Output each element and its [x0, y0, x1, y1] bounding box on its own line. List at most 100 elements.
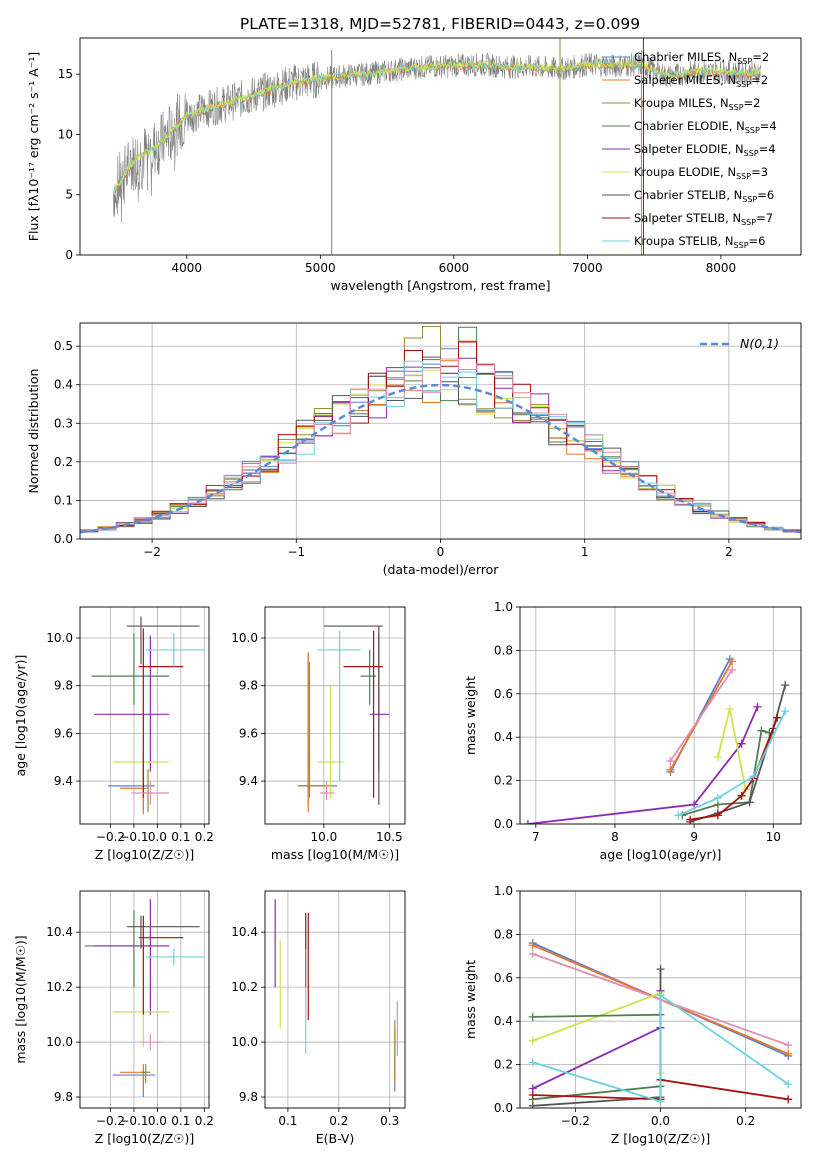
mass-weight-marker: [674, 811, 683, 820]
legend-label: N(0,1): [740, 336, 779, 351]
axes-frame: [519, 606, 802, 825]
y-tick-label: 10.0: [46, 1035, 73, 1049]
y-tick-label: 9.8: [239, 679, 258, 693]
mass-weight-marker: [528, 1036, 537, 1045]
x-tick-label: 1: [581, 545, 589, 559]
massweight-vs-Z-plot-area: [528, 939, 793, 1108]
residuals-plot-area: [80, 326, 801, 534]
y-tick-label: 9.8: [239, 1090, 258, 1104]
residuals-panel: −2 −1 0 1 2 0.0 0.1 0.2 0.3 0.4 0.5 (data-model)/er…: [26, 322, 802, 577]
x-tick-label: −0.1: [119, 1114, 148, 1128]
mass-weight-marker: [666, 765, 675, 774]
axes-frame: [264, 890, 406, 1109]
y-tick-label: 0.6: [494, 687, 513, 701]
mass-weight-marker: [523, 820, 532, 824]
x-tick-label: 0.1: [278, 1114, 297, 1128]
y-tick-label: 1.0: [494, 884, 513, 898]
x-tick-label: 8: [611, 830, 619, 844]
x-tick-label: 0.1: [171, 1114, 190, 1128]
axes-frame: [519, 890, 802, 1109]
y-tick-label: 10: [58, 127, 73, 141]
axes-frame: [264, 606, 406, 825]
x-tick-label: −0.2: [561, 1114, 590, 1128]
legend-label: Kroupa STELIB, NSSP=6: [634, 234, 765, 250]
mass-vs-Z-panel: −0.2−0.1 0.0 0.1 0.2 9.8 10.0 10.2 10.4 Z [log10…: [13, 890, 214, 1146]
mass-weight-marker: [781, 707, 790, 716]
x-tick-label: 10: [766, 830, 781, 844]
legend-label: Kroupa ELODIE, NSSP=3: [634, 165, 768, 181]
mass-weight-marker: [737, 739, 746, 748]
legend-label: Salpeter ELODIE, NSSP=4: [634, 142, 776, 158]
x-tick-label: 0.0: [148, 1114, 167, 1128]
legend-label-sub: SSP: [744, 149, 759, 158]
x-tick-label: 0: [437, 545, 445, 559]
mass-weight-marker: [757, 726, 766, 735]
x-tick-label: 0.0: [651, 1114, 670, 1128]
legend-label-text: Salpeter MILES, N: [634, 73, 736, 87]
mass-vs-EBV-plot-area: [274, 899, 398, 1092]
mass-weight-marker: [784, 1095, 793, 1104]
y-tick-label: 0.4: [494, 730, 513, 744]
x-tick-label: 0.2: [329, 1114, 348, 1128]
massweight-vs-Z-panel: −0.2 0.0 0.2 0.0 0.2 0.4 0.6 0.8 1.0 Z [log10(Z/Z…: [463, 884, 802, 1146]
mass-weight-marker: [528, 1090, 537, 1099]
legend-label: Salpeter MILES, NSSP=2: [634, 73, 768, 89]
mass-weight-line: [532, 1013, 662, 1101]
x-axis-label: mass [log10(M/M☉)]: [271, 847, 399, 862]
legend-label-text: Kroupa MILES, N: [634, 96, 729, 110]
legend-label-sub: SSP: [736, 172, 751, 181]
legend-label-text: Salpeter ELODIE, N: [634, 142, 744, 156]
x-tick-label: 2: [725, 545, 733, 559]
legend-label-sub: SSP: [736, 80, 751, 89]
x-axis-label: Z [log10(Z/Z☉)]: [95, 847, 195, 862]
mass-weight-marker: [753, 702, 762, 711]
mass-weight-marker: [773, 713, 782, 722]
age-vs-mass-plot-area: [297, 625, 390, 813]
legend-label-value: =2: [751, 73, 768, 87]
axes-frame: [79, 322, 802, 540]
axes-frame: [79, 606, 210, 825]
mass-weight-line: [669, 669, 733, 762]
legend-label-value: =7: [756, 211, 773, 225]
massweight-vs-age-panel: 7 8 9 10 0.0 0.2 0.4 0.6 0.8 1.0 age [log10(age/yr…: [463, 600, 802, 862]
y-tick-label: 9.8: [54, 1090, 73, 1104]
mass-weight-marker: [728, 657, 737, 666]
axes-frame: [79, 37, 802, 256]
spectrum-model-line: [113, 59, 762, 193]
x-axis-label: (data-model)/error: [383, 562, 500, 577]
mass-weight-marker: [749, 772, 758, 781]
x-axis-label: age [log10(age/yr)]: [600, 847, 722, 862]
legend-label: Kroupa MILES, NSSP=2: [634, 96, 760, 112]
age-vs-Z-plot-area: [91, 616, 205, 815]
y-tick-label: 0.2: [494, 1058, 513, 1072]
spectrum-panel: 4000 5000 6000 7000 8000 0 5 10 15 wavelength [An…: [26, 37, 802, 293]
x-axis-label: E(B-V): [316, 1131, 355, 1146]
figure-title: PLATE=1318, MJD=52781, FIBERID=0443, z=0…: [240, 15, 640, 33]
y-tick-label: 0.1: [54, 493, 73, 507]
mass-weight-marker: [784, 1041, 793, 1050]
x-tick-label: −2: [143, 545, 161, 559]
y-tick-label: 0.4: [54, 378, 73, 392]
x-tick-label: 6000: [439, 261, 470, 275]
mass-weight-marker: [713, 811, 722, 820]
mass-weight-marker: [784, 1080, 793, 1089]
x-tick-label: 0.2: [736, 1114, 755, 1128]
mass-weight-line: [677, 710, 787, 817]
y-axis-label: mass weight: [463, 676, 478, 755]
y-tick-label: 0: [65, 248, 73, 262]
histogram-step-line: [80, 358, 801, 532]
x-tick-label: −0.1: [119, 830, 148, 844]
mass-weight-marker: [656, 1097, 665, 1106]
mass-weight-marker: [528, 949, 537, 958]
legend-label-value: =2: [744, 96, 761, 110]
y-tick-label: 0.8: [494, 927, 513, 941]
y-tick-label: 10.2: [46, 980, 73, 994]
legend-label: Chabrier MILES, NSSP=2: [634, 50, 769, 66]
legend-label-text: Kroupa STELIB, N: [634, 234, 734, 248]
y-tick-label: 0.4: [494, 1014, 513, 1028]
x-axis-label: Z [log10(Z/Z☉)]: [611, 1131, 711, 1146]
y-tick-label: 0.5: [54, 339, 73, 353]
mass-weight-marker: [713, 752, 722, 761]
legend-label-value: =6: [757, 188, 774, 202]
